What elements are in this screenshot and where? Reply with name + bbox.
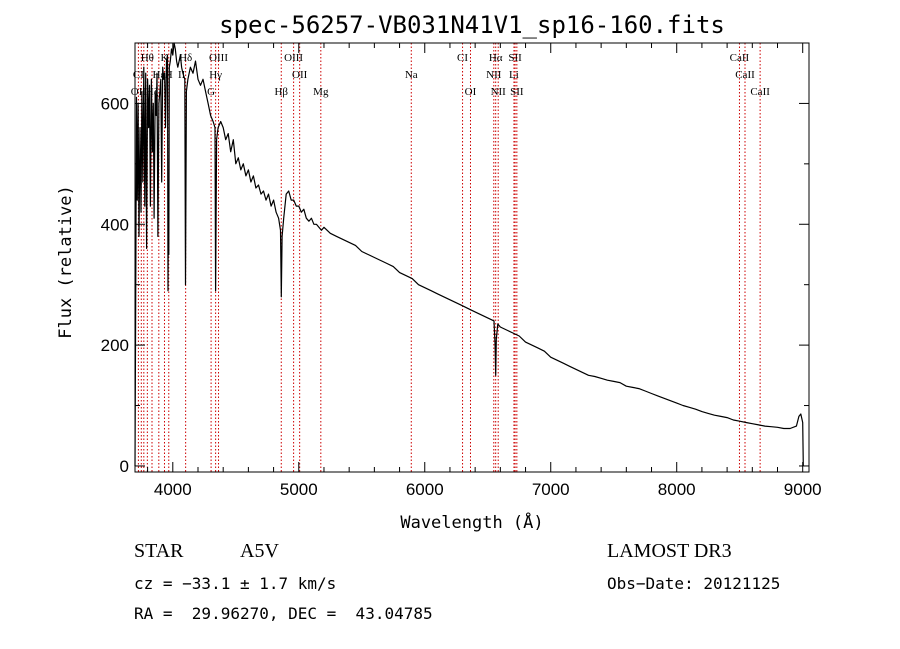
annotation-hζ-20: Hζ [146,86,159,98]
annotation-hβ-22: Hβ [274,86,288,98]
x-tick-label-7000: 7000 [532,480,570,499]
y-axis-label: Flux (relative) [56,185,76,339]
annotation-oiii-3: OIII [209,52,228,64]
annotation-na-15: Na [405,69,418,81]
observation-date: Obs−Date: 20121125 [607,574,781,593]
annotation-caii-27: CaII [750,86,770,98]
annotation-g-21: G [207,86,215,98]
chart-title: spec-56257-VB031N41V1_sp16-160.fits [219,11,725,39]
x-tick-label-4000: 4000 [154,480,192,499]
annotation-hε-10: Hε [153,69,166,81]
annotation-oi-24: OI [465,86,477,98]
annotation-hθ-0: Hθ [141,52,154,64]
annotation-hα-6: Hα [489,52,503,64]
annotation-nii-16: NII [486,69,502,81]
annotation-oiii-4: OIII [284,52,303,64]
annotation-ci-5: CI [457,52,468,64]
annotation-li-17: Li [509,69,519,81]
x-axis-label: Wavelength (Å) [400,511,543,533]
line-annotations: Hθ K Hδ OIII OIII CI Hα SII CaII CI Hε H II Hγ OII Na NI… [131,52,770,98]
annotation-k-1: K [161,52,169,64]
x-tick-label-5000: 5000 [280,480,318,499]
y-tick-label-200: 200 [101,336,129,355]
annotation-ii-12: II [178,69,186,81]
annotation-sii-26: SII [510,86,524,98]
emission-line-markers [137,43,761,472]
x-tick-label-8000: 8000 [658,480,696,499]
plot-frame [134,42,810,473]
spectrum-series [134,42,804,467]
annotation-nii-25: NII [491,86,507,98]
object-subclass: A5V [240,540,279,562]
annotation-oii-19: OII [131,86,147,98]
annotation-hδ-2: Hδ [179,52,192,64]
coordinates-text: RA = 29.96270, DEC = 43.04785 [134,604,433,623]
spectrum-line [134,42,804,467]
y-tick-label-0: 0 [120,457,129,476]
annotation-caii-8: CaII [730,52,750,64]
y-tick-label-400: 400 [101,215,129,234]
annotation-hγ-13: Hγ [209,69,222,81]
velocity-text: cz = −33.1 ± 1.7 km/s [134,574,337,593]
x-tick-label-6000: 6000 [406,480,444,499]
annotation-oii-14: OII [292,69,308,81]
annotation-h-11: H [165,69,173,81]
x-tick-label-9000: 9000 [784,480,822,499]
object-class: STAR [134,540,184,562]
plot-axes: 4000 5000 6000 7000 8000 9000 0 200 400 600 [101,42,822,499]
annotation-ci-9: CI [133,69,144,81]
annotation-caii-18: CaII [735,69,755,81]
y-tick-label-600: 600 [101,94,129,113]
annotation-mg-23: Mg [313,86,329,98]
annotation-sii-7: SII [508,52,522,64]
survey-name: LAMOST DR3 [607,540,732,562]
